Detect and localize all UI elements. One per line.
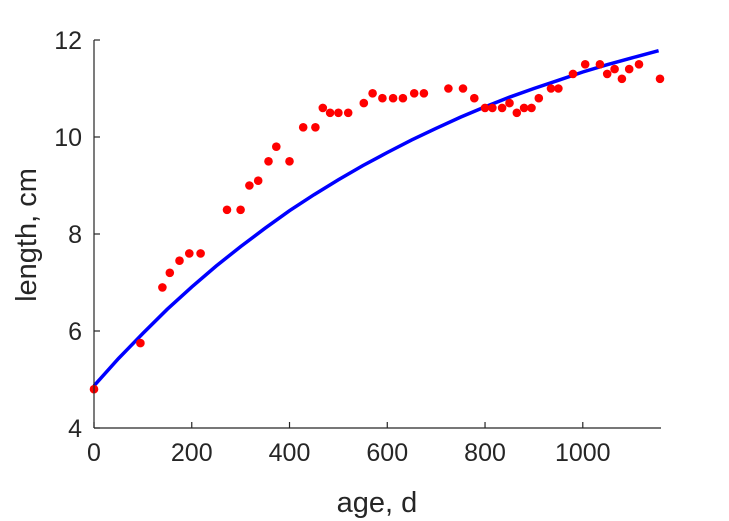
data-point — [378, 93, 387, 103]
data-point — [634, 60, 644, 69]
x-axis-label: age, d — [337, 487, 418, 519]
data-point — [359, 98, 369, 108]
x-tick-label: 200 — [171, 439, 213, 467]
data-point — [595, 60, 605, 69]
x-tick-label: 600 — [366, 439, 408, 467]
data-point — [285, 157, 294, 166]
data-point — [519, 103, 529, 113]
data-point — [158, 283, 167, 292]
data-point — [264, 157, 273, 166]
data-point — [136, 338, 145, 348]
data-point — [655, 74, 665, 84]
data-point — [546, 84, 556, 93]
data-point — [368, 89, 377, 98]
data-point — [253, 176, 263, 185]
data-point — [165, 268, 175, 278]
data-point — [617, 74, 627, 84]
x-tick-label: 1000 — [555, 439, 611, 467]
data-point — [185, 249, 194, 258]
data-point — [488, 103, 497, 113]
data-point — [334, 108, 343, 118]
data-point — [497, 103, 507, 113]
data-point — [196, 249, 205, 258]
data-point — [419, 89, 429, 98]
data-point — [444, 84, 453, 93]
y-tick-label: 4 — [68, 415, 82, 443]
y-tick-label: 6 — [68, 318, 82, 346]
data-point — [343, 108, 353, 118]
y-tick-label: 12 — [54, 27, 82, 55]
y-axis-label: length, cm — [11, 168, 43, 302]
fit-curve — [92, 49, 660, 387]
data-point — [624, 64, 634, 74]
data-point — [580, 60, 590, 69]
data-point — [298, 123, 308, 132]
data-point — [505, 98, 514, 108]
data-point — [602, 69, 612, 79]
y-axis-ticks: 4 6 8 10 12 — [54, 27, 100, 443]
x-tick-label: 800 — [464, 439, 506, 467]
data-point — [458, 84, 468, 93]
data-point — [527, 103, 536, 113]
data-point — [480, 103, 490, 113]
data-point — [311, 123, 320, 132]
data-point — [245, 181, 254, 190]
data-point — [470, 93, 479, 103]
x-axis-ticks: 0 200 400 600 800 1000 — [87, 422, 611, 467]
data-point — [175, 256, 184, 266]
data-point — [272, 142, 281, 151]
data-point — [222, 205, 232, 215]
data-point — [568, 69, 578, 79]
data-point — [409, 89, 419, 98]
data-point — [398, 93, 408, 103]
x-tick-label: 400 — [269, 439, 311, 467]
data-point — [325, 108, 335, 118]
data-point — [318, 103, 328, 113]
data-point — [610, 64, 619, 74]
data-point — [236, 205, 245, 215]
x-tick-label: 0 — [87, 439, 101, 467]
data-point — [534, 93, 544, 103]
y-tick-label: 8 — [68, 221, 82, 249]
data-points — [89, 60, 665, 394]
y-tick-label: 10 — [54, 124, 82, 152]
data-point — [388, 93, 398, 103]
data-point — [512, 108, 522, 118]
data-point — [554, 84, 563, 93]
